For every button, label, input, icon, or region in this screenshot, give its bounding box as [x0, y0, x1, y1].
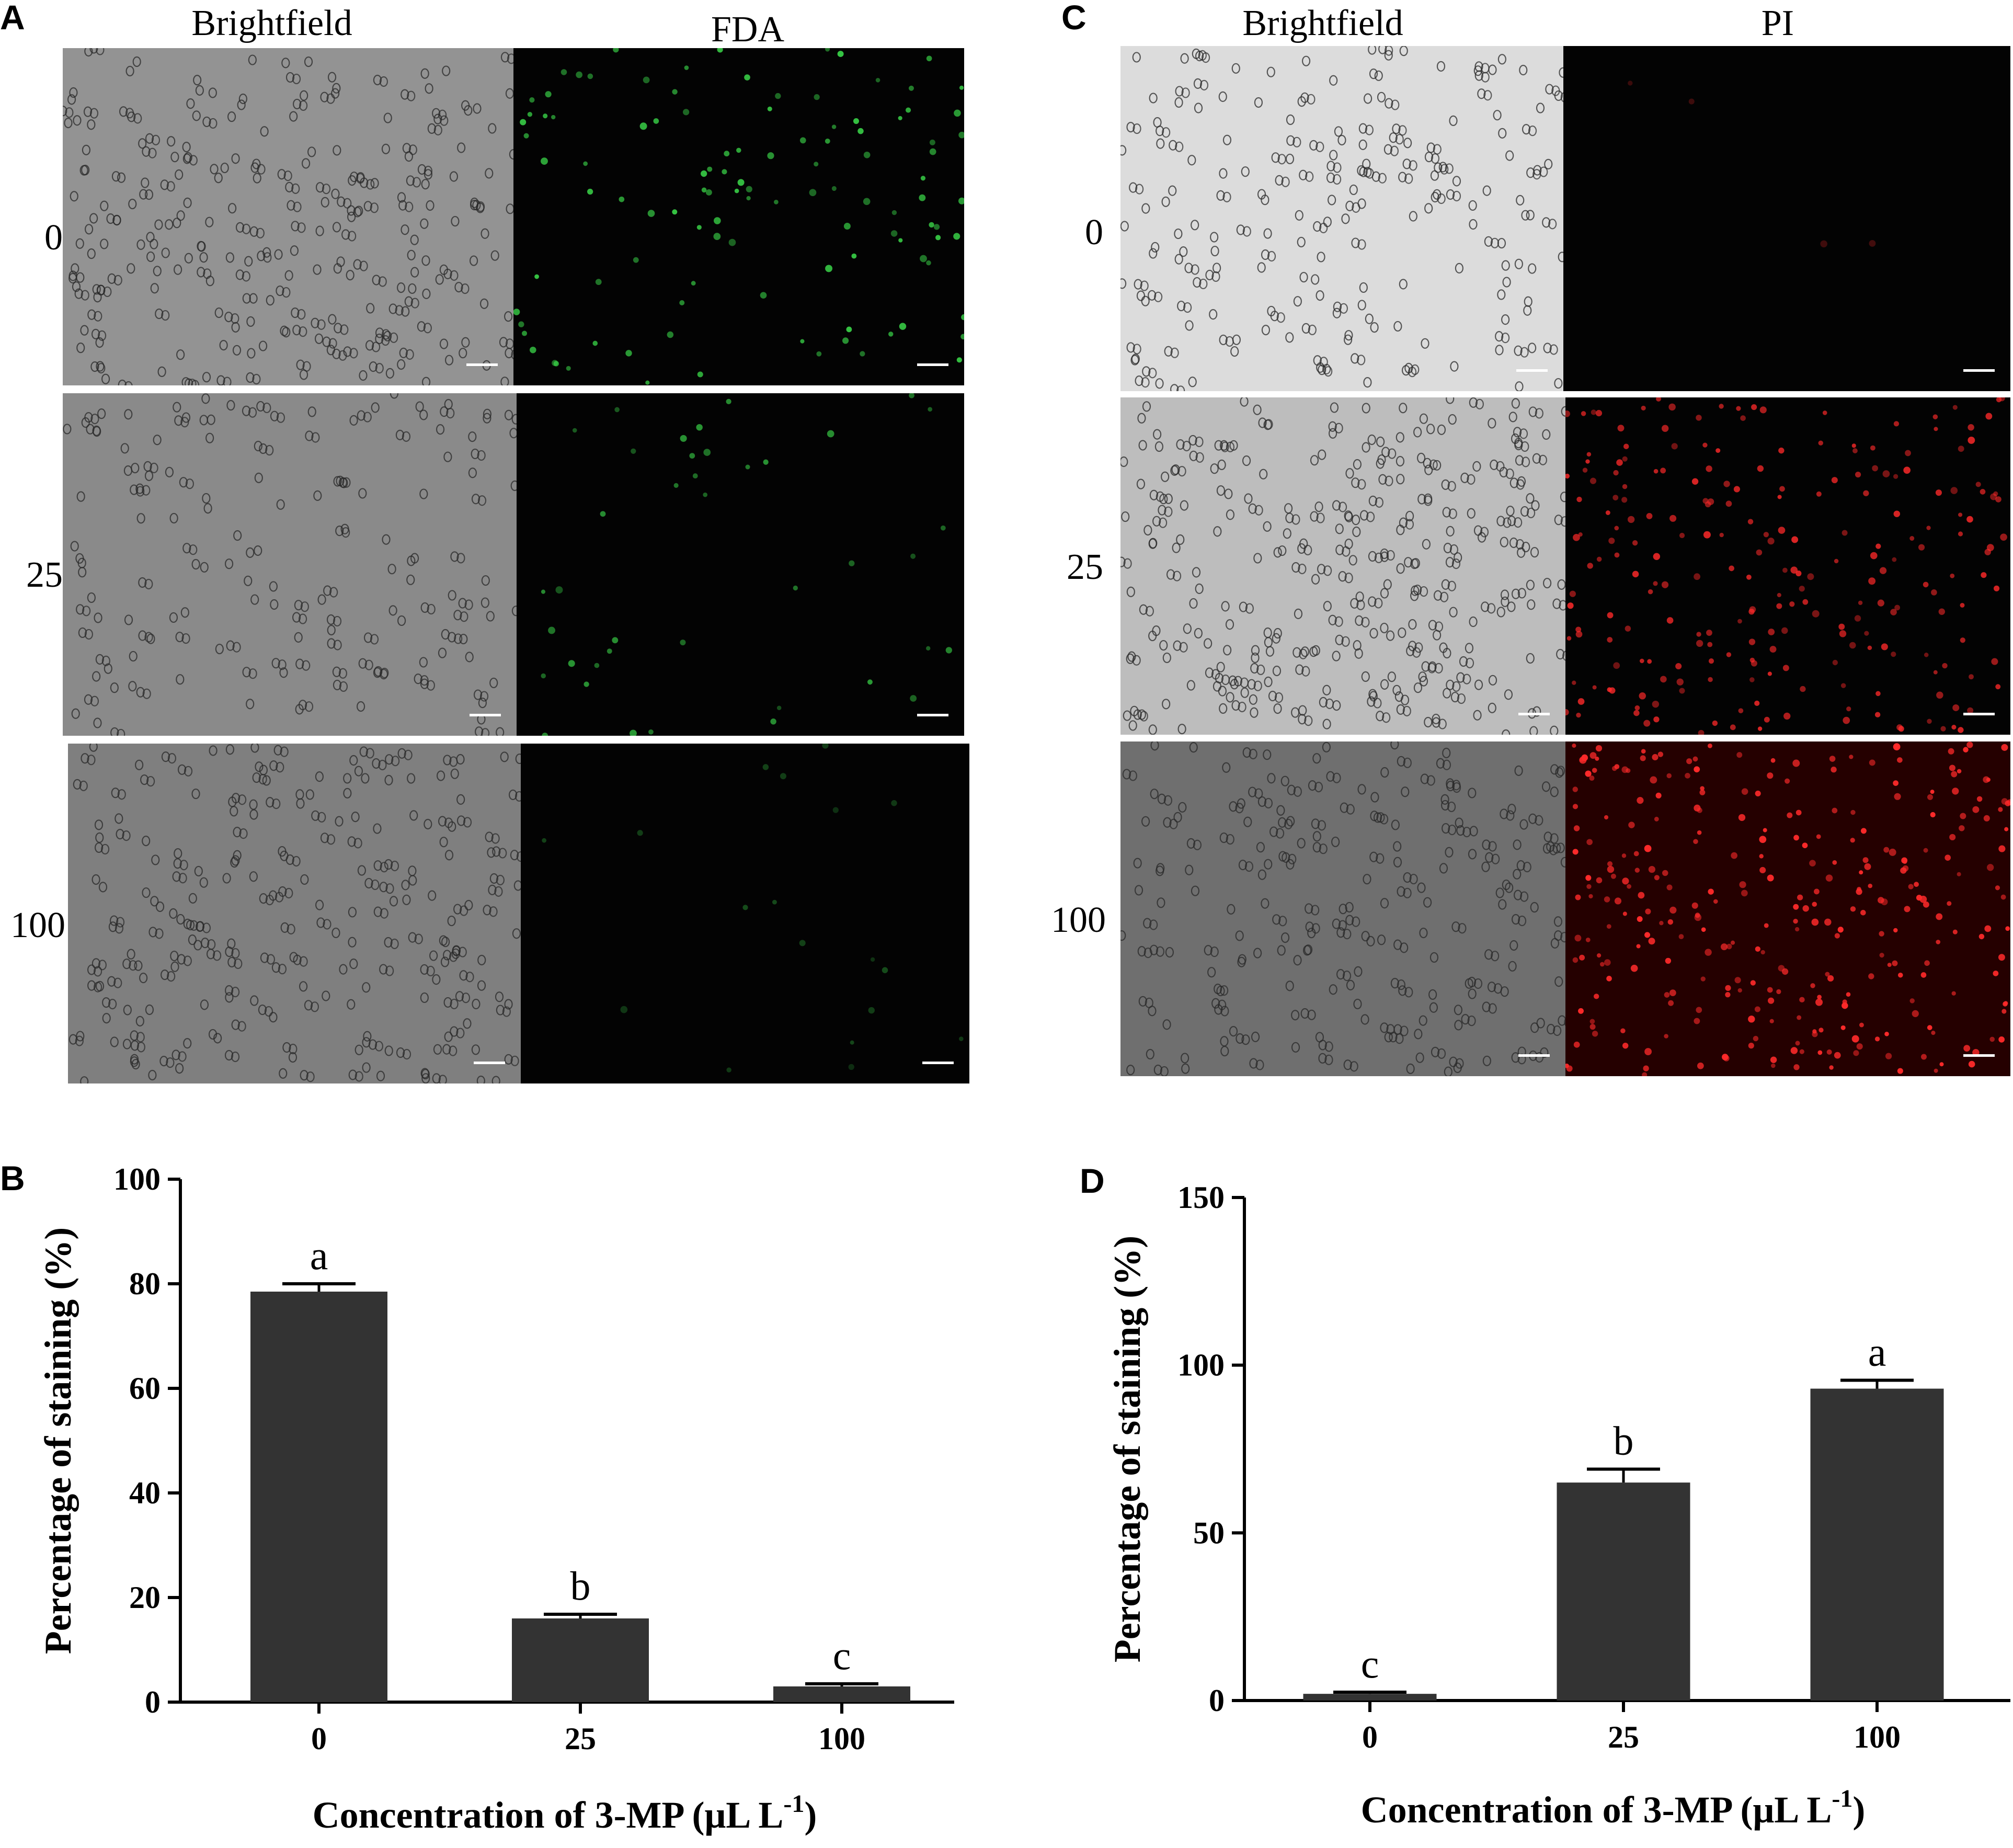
chart-b-bar-0 — [250, 1292, 387, 1702]
chart-d-significance-letter-100: a — [1868, 1329, 1886, 1375]
chart-d-y-axis-title: Percentage of staining (%) — [1106, 1236, 1148, 1663]
chart-b-significance-letter-0: a — [310, 1233, 328, 1278]
panel-a-fda-image-0 — [513, 48, 964, 385]
panel-a-column-title-brightfield: Brightfield — [191, 3, 352, 43]
chart-b-svg: 0 20 40 60 80 100 0 a 25 b 100 c Percentage of stain… — [37, 1162, 954, 1836]
panel-c-brightfield-image-100 — [1120, 742, 1565, 1076]
chart-d-significance-letter-25: b — [1614, 1418, 1634, 1463]
panel-c-brightfield-image-25 — [1120, 397, 1565, 735]
chart-d-y-tick-label: 150 — [1177, 1180, 1225, 1215]
panel-letter-a: A — [0, 0, 25, 37]
chart-d-bar-100 — [1810, 1388, 1944, 1701]
panel-letter-c: C — [1061, 0, 1086, 37]
panel-c-column-title-brightfield: Brightfield — [1242, 3, 1403, 43]
chart-d-significance-letter-0: c — [1361, 1641, 1379, 1686]
chart-d-x-tick-label-25: 25 — [1608, 1720, 1639, 1754]
panel-c-pi-image-100 — [1565, 742, 2010, 1076]
chart-d-y-tick-label: 50 — [1193, 1515, 1225, 1550]
chart-b-significance-letter-25: b — [570, 1563, 591, 1609]
chart-b-y-tick-label: 0 — [145, 1685, 161, 1719]
chart-b-bar-25 — [512, 1618, 649, 1702]
chart-d-x-axis-title: Concentration of 3-MP (μL L-1) — [1361, 1785, 1866, 1831]
panel-a-row-label-25: 25 — [26, 555, 63, 595]
panel-c-row-label-0: 0 — [1085, 212, 1103, 253]
chart-b-y-tick-label: 80 — [129, 1267, 161, 1301]
chart-b-x-tick-label-100: 100 — [818, 1721, 865, 1756]
chart-b-x-tick-label-25: 25 — [565, 1721, 596, 1756]
panel-a-brightfield-image-0 — [63, 48, 513, 385]
chart-d-bar-0 — [1303, 1694, 1437, 1701]
panel-c-row-label-25: 25 — [1067, 547, 1103, 587]
chart-d-x-tick-label-0: 0 — [1362, 1720, 1378, 1754]
chart-d-bar-25 — [1557, 1482, 1690, 1701]
chart-b-y-tick-label: 20 — [129, 1580, 161, 1615]
chart-b-bar-100 — [773, 1686, 910, 1702]
panel-a-row-label-100: 100 — [10, 905, 65, 945]
chart-b-y-tick-label: 100 — [113, 1162, 161, 1196]
chart-b-y-tick-label: 40 — [129, 1476, 161, 1510]
panel-c-brightfield-image-0 — [1120, 46, 1563, 391]
panel-letter-b: B — [0, 1159, 25, 1197]
chart-d-y-tick-label: 0 — [1209, 1683, 1225, 1718]
chart-d-x-tick-label-100: 100 — [1854, 1720, 1901, 1754]
chart-b-x-tick-label-0: 0 — [311, 1721, 327, 1756]
panel-c-row-label-100: 100 — [1051, 900, 1106, 940]
chart-b: 0 20 40 60 80 100 0 a 25 b 100 c Percentage of stain… — [0, 0, 993, 1848]
panel-a-row-label-0: 0 — [44, 218, 63, 258]
panel-c-column-title-pi: PI — [1761, 3, 1794, 43]
chart-b-x-axis-title: Concentration of 3-MP (μL L-1) — [313, 1790, 817, 1836]
panel-a-brightfield-image-25 — [63, 393, 517, 736]
panel-c-pi-image-25 — [1565, 397, 2010, 735]
chart-b-significance-letter-100: c — [833, 1633, 851, 1678]
panel-a-fda-image-25 — [517, 393, 964, 736]
panel-a-brightfield-image-100 — [68, 744, 521, 1083]
chart-b-y-axis-title: Percentage of staining (%) — [37, 1227, 79, 1655]
chart-b-y-tick-label: 60 — [129, 1371, 161, 1406]
panel-letter-d: D — [1080, 1161, 1105, 1200]
chart-d-y-tick-label: 100 — [1177, 1348, 1225, 1383]
panel-a-column-title-fda: FDA — [711, 9, 785, 50]
panel-a-fda-image-100 — [521, 744, 969, 1083]
panel-c-pi-image-0 — [1563, 46, 2010, 391]
